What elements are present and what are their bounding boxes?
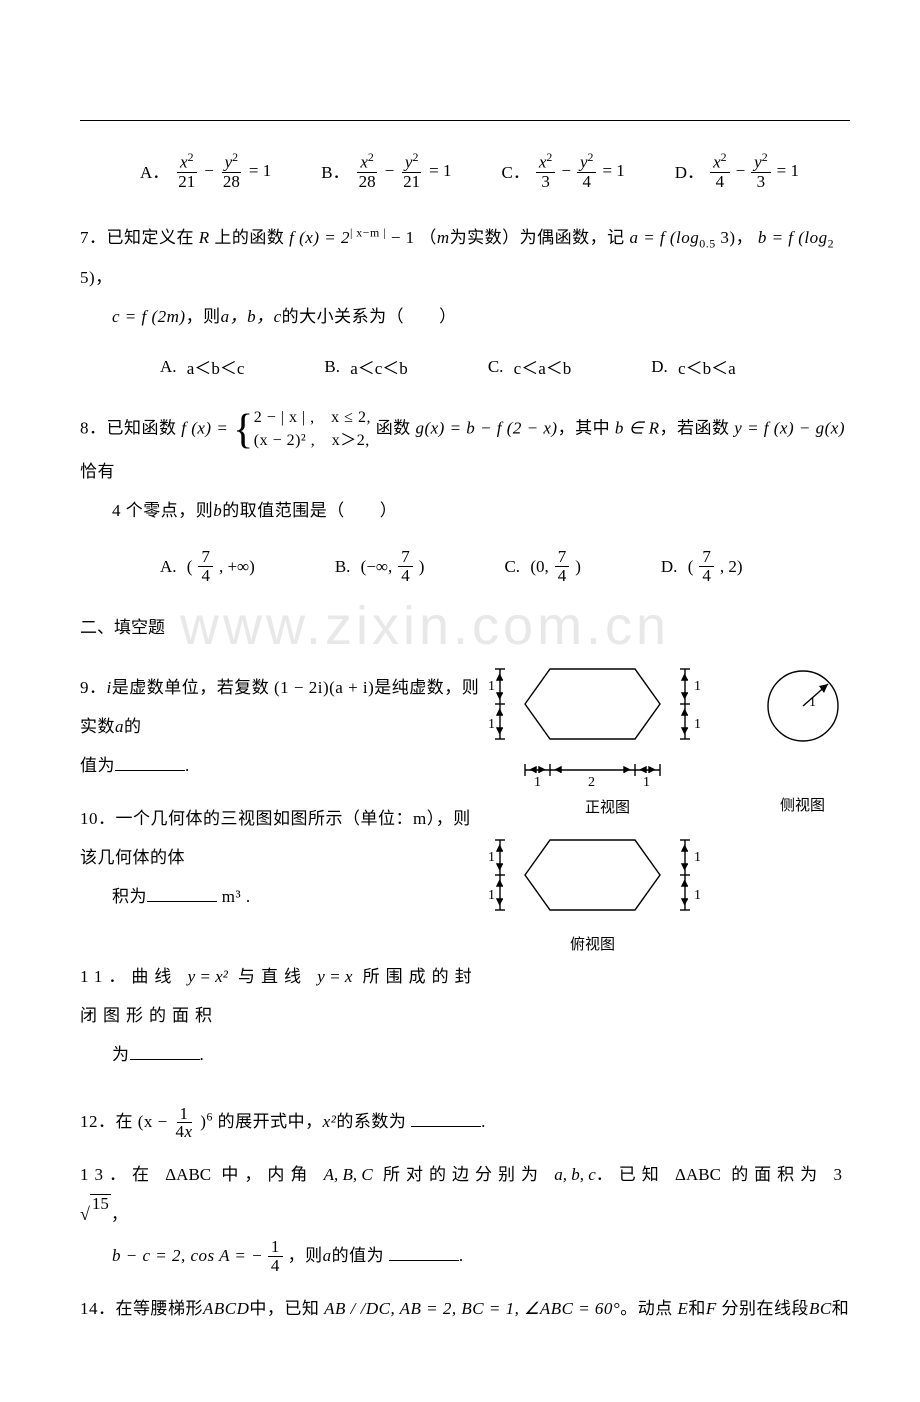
q9: 9．i是虚数单位，若复数 (1 − 2i)(a + i)是纯虚数，则实数a的 值… [80,668,480,785]
q7: 7．已知定义在 R 上的函数 f (x) = 2| x−m | − 1 （m为实… [80,218,850,336]
svg-text:1: 1 [534,775,541,788]
side-view-icon: 1 [755,656,850,756]
q7-opt-b: B. a＜c＜b [324,354,407,379]
q14: 14．在等腰梯形ABCD中，已知 AB / /DC, AB = 2, BC = … [80,1289,850,1328]
q7-options: A. a＜b＜c B. a＜c＜b C. c＜a＜b D. c＜b＜a [80,354,850,379]
svg-text:1: 1 [643,775,650,788]
blank-input[interactable] [130,1043,200,1060]
svg-text:1: 1 [694,679,701,694]
q8: 8．已知函数 f (x) = { 2 − | x | , x ≤ 2, (x −… [80,407,850,530]
q13: 13．在 ΔABC 中，内角 A, B, C 所对的边分别为 a, b, c．已… [80,1155,850,1275]
q12: 12．在 (x − 14x )6 的展开式中，x²的系数为 . [80,1102,850,1141]
q8-options: A. (74, +∞) B. (−∞, 74) C. (0, 74) D. (7… [80,548,850,585]
q7-opt-c: C. c＜a＜b [488,354,571,379]
three-view-figure: 1 1 1 1 1 2 [480,654,850,954]
q11: 11．曲线 y = x² 与直线 y = x 所围成的封闭图形的面积 为. [80,957,480,1074]
side-caption: 侧视图 [755,794,850,815]
q6-opt-a: A． x221 − y228 = 1 [140,151,271,190]
label-a: A． [140,158,169,183]
svg-text:1: 1 [488,717,495,732]
blank-input[interactable] [389,1244,459,1261]
q7-stem: 7．已知定义在 R 上的函数 f (x) = 2| x−m | − 1 （m为实… [80,228,834,287]
q7-opt-a: A. a＜b＜c [160,354,244,379]
svg-text:2: 2 [588,775,595,788]
q6-options: A． x221 − y228 = 1 B． x228 − y221 = 1 C．… [80,151,850,190]
section-2-title: 二、填空题 [80,613,850,638]
svg-text:1: 1 [488,850,495,865]
q7-opt-d: D. c＜b＜a [651,354,735,379]
q8-opt-a: A. (74, +∞) [160,548,255,585]
top-rule [80,120,850,121]
svg-text:1: 1 [488,888,495,903]
top-caption: 俯视图 [480,933,705,954]
svg-text:1: 1 [694,717,701,732]
q8-opt-c: C. (0, 74) [504,548,580,585]
svg-text:1: 1 [694,850,701,865]
blank-input[interactable] [147,885,217,902]
piecewise-icon: { 2 − | x | , x ≤ 2, (x − 2)² , x＞2, [233,407,371,452]
q6-opt-c: C． x23 − y24 = 1 [502,151,625,190]
front-caption: 正视图 [480,796,735,817]
top-view-icon: 1 1 1 1 [480,825,705,925]
q8-opt-b: B. (−∞, 74) [335,548,425,585]
svg-text:1: 1 [488,679,495,694]
q10: 10．一个几何体的三视图如图所示（单位：m），则该几何体的体 积为 m³ . [80,799,480,916]
q6-opt-b: B． x228 − y221 = 1 [321,151,451,190]
front-bottom-dim-icon: 1 2 1 [480,758,705,788]
svg-text:1: 1 [809,695,816,710]
svg-text:1: 1 [694,888,701,903]
q6-opt-d: D． x24 − y23 = 1 [675,151,799,190]
front-view-icon: 1 1 1 1 [480,654,705,754]
blank-input[interactable] [411,1110,481,1127]
q8-opt-d: D. (74, 2) [661,548,743,585]
blank-input[interactable] [115,754,185,771]
